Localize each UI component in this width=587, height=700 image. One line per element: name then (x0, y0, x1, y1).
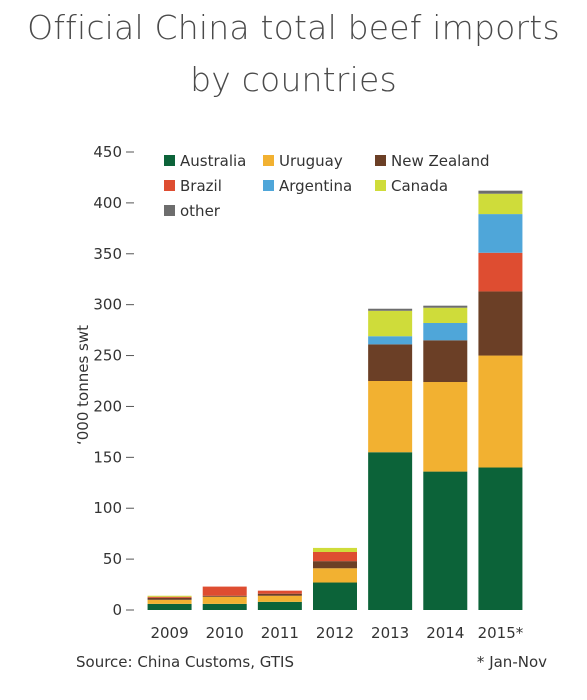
x-tick-label: 2010 (206, 624, 244, 642)
bar-segment-australia-2015 (478, 467, 523, 610)
bar-segment-new-zealand-2012 (313, 561, 357, 569)
legend-item-canada: Canada (375, 177, 448, 195)
bar-segment-other-2014 (423, 305, 468, 308)
bar-segment-brazil-2012 (313, 551, 357, 562)
bar-segment-canada-2014 (423, 307, 468, 323)
source-note: Source: China Customs, GTIS (76, 653, 294, 671)
y-tick-label: 100 (93, 499, 122, 517)
x-axis: 2009 2010 2011 2012 2013 2014 2015* (150, 624, 523, 642)
bar-segment-australia-2012 (313, 582, 357, 610)
legend-item-other: other (164, 202, 221, 220)
bar-segment-new-zealand-2009 (147, 597, 192, 600)
bar-segment-uruguay-2015 (478, 355, 523, 468)
bar-segment-australia-2011 (257, 601, 302, 610)
legend-item-new-zealand: New Zealand (375, 152, 490, 170)
legend-swatch (164, 155, 175, 166)
bar-segment-new-zealand-2011 (257, 593, 302, 596)
legend-item-australia: Australia (164, 152, 246, 170)
legend-item-uruguay: Uruguay (263, 152, 343, 170)
y-tick-label: 0 (112, 601, 122, 619)
bar-segment-argentina-2014 (423, 322, 468, 341)
bar-segment-uruguay-2011 (257, 595, 302, 602)
bar-segment-uruguay-2012 (313, 568, 357, 583)
y-tick-label: 150 (93, 448, 122, 466)
chart-title: Official China total beef imports by cou… (0, 2, 587, 106)
legend-swatch (164, 180, 175, 191)
bar-segment-australia-2009 (147, 603, 192, 610)
footnote: * Jan-Nov (476, 653, 547, 671)
bar-segment-argentina-2015 (478, 214, 523, 253)
legend-label: Australia (180, 152, 246, 170)
y-tick-label: 250 (93, 347, 122, 365)
y-tick-label: 450 (93, 143, 122, 161)
bar-segment-new-zealand-2010 (202, 595, 247, 597)
legend-item-argentina: Argentina (263, 177, 352, 195)
bar-segment-uruguay-2014 (423, 382, 468, 472)
legend-label: Argentina (279, 177, 352, 195)
y-tick-label: 400 (93, 194, 122, 212)
bar-segment-uruguay-2009 (147, 599, 192, 604)
x-tick-label: 2011 (261, 624, 299, 642)
legend-label: other (180, 202, 221, 220)
bar-segment-australia-2014 (423, 471, 468, 610)
legend-label: Brazil (180, 177, 222, 195)
chart-title-line-1: Official China total beef imports (27, 8, 560, 47)
bar-segment-brazil-2009 (147, 596, 192, 598)
x-tick-label: 2015* (478, 624, 524, 642)
y-tick-label: 300 (93, 296, 122, 314)
legend-label: Uruguay (279, 152, 343, 170)
y-tick-label: 50 (103, 550, 122, 568)
legend-swatch (263, 180, 274, 191)
bar-segment-other-2015 (478, 190, 523, 194)
legend-swatch (375, 155, 386, 166)
bar-segment-new-zealand-2015 (478, 291, 523, 356)
legend: Australia Uruguay New Zealand Brazil Argenti… (164, 152, 490, 220)
bar-segment-new-zealand-2013 (368, 344, 413, 381)
bar-segment-brazil-2010 (202, 586, 247, 596)
legend-swatch (164, 205, 175, 216)
bar-segment-argentina-2013 (368, 336, 413, 345)
x-tick-label: 2012 (316, 624, 354, 642)
bar-segment-canada-2015 (478, 193, 523, 215)
bar-segment-new-zealand-2014 (423, 340, 468, 383)
bar-segment-australia-2010 (202, 603, 247, 610)
legend-label: New Zealand (391, 152, 490, 170)
legend-swatch (375, 180, 386, 191)
y-axis-title: ‘000 tonnes swt (74, 325, 92, 445)
bars (147, 190, 523, 610)
y-tick-label: 200 (93, 397, 122, 415)
bar-segment-brazil-2011 (257, 590, 302, 594)
legend-swatch (263, 155, 274, 166)
y-tick-label: 350 (93, 245, 122, 263)
x-tick-label: 2009 (150, 624, 188, 642)
bar-segment-brazil-2015 (478, 252, 523, 292)
y-axis: 0 50 100 150 200 250 300 350 400 450 (93, 143, 134, 619)
bar-segment-canada-2012 (313, 547, 357, 552)
bar-segment-uruguay-2010 (202, 596, 247, 604)
legend-label: Canada (391, 177, 448, 195)
x-tick-label: 2013 (371, 624, 409, 642)
bar-segment-other-2013 (368, 308, 413, 311)
bar-segment-canada-2009 (147, 595, 192, 597)
legend-item-brazil: Brazil (164, 177, 222, 195)
x-tick-label: 2014 (426, 624, 464, 642)
bar-segment-australia-2013 (368, 452, 413, 610)
chart-title-line-2: by countries (190, 60, 397, 99)
bar-segment-canada-2013 (368, 310, 413, 337)
bar-segment-uruguay-2013 (368, 381, 413, 453)
